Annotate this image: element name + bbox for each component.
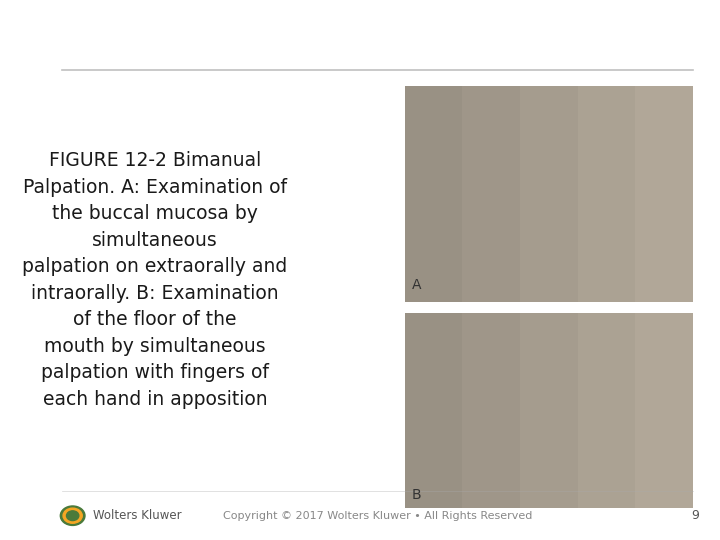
FancyBboxPatch shape	[405, 313, 693, 508]
Circle shape	[63, 508, 82, 523]
FancyBboxPatch shape	[577, 313, 635, 508]
Circle shape	[60, 506, 85, 525]
Text: FIGURE 12-2 Bimanual
Palpation. A: Examination of
the buccal mucosa by
simultane: FIGURE 12-2 Bimanual Palpation. A: Exami…	[22, 151, 287, 409]
FancyBboxPatch shape	[462, 86, 520, 302]
FancyBboxPatch shape	[405, 313, 462, 508]
FancyBboxPatch shape	[405, 86, 462, 302]
FancyBboxPatch shape	[462, 313, 520, 508]
Text: Copyright © 2017 Wolters Kluwer • All Rights Reserved: Copyright © 2017 Wolters Kluwer • All Ri…	[222, 511, 532, 521]
FancyBboxPatch shape	[520, 86, 577, 302]
Text: 9: 9	[692, 509, 699, 522]
Circle shape	[66, 511, 78, 521]
FancyBboxPatch shape	[520, 313, 577, 508]
Text: Wolters Kluwer: Wolters Kluwer	[93, 509, 182, 522]
Text: A: A	[412, 278, 421, 292]
FancyBboxPatch shape	[635, 86, 693, 302]
Text: B: B	[412, 488, 421, 502]
FancyBboxPatch shape	[577, 86, 635, 302]
FancyBboxPatch shape	[405, 86, 693, 302]
FancyBboxPatch shape	[635, 313, 693, 508]
